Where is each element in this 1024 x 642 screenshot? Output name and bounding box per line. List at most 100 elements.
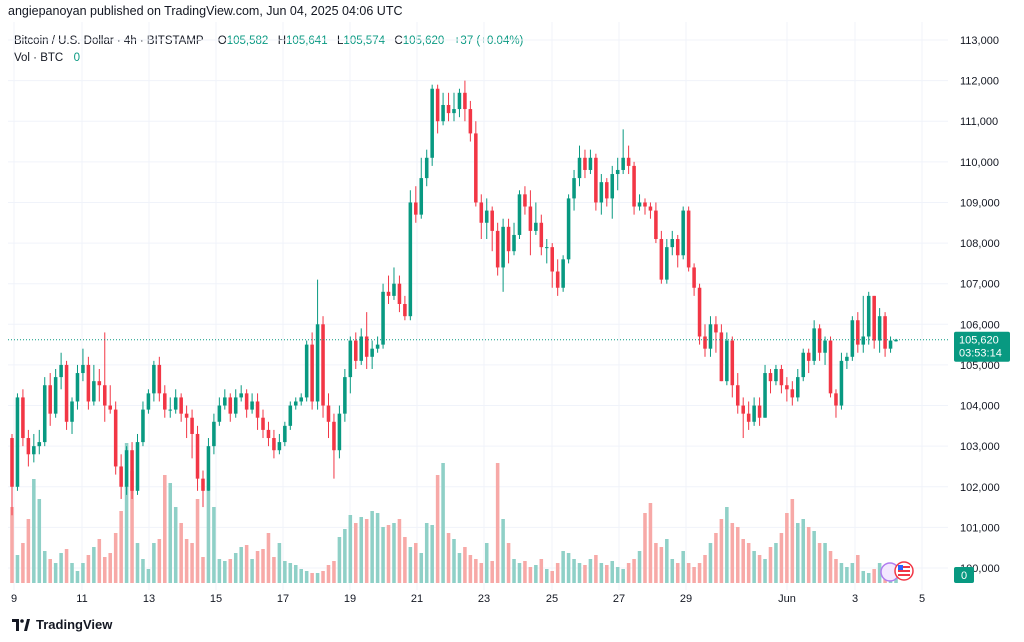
candle-body (479, 202, 484, 223)
volume-bar (856, 555, 860, 583)
volume-bar (10, 507, 14, 583)
volume-bar (834, 559, 838, 583)
symbol-title[interactable]: Bitcoin / U.S. Dollar · 4h · BITSTAMP (14, 35, 204, 47)
candle-body (512, 234, 516, 252)
volume-bar (501, 519, 505, 583)
candle-body (555, 271, 560, 288)
volume-bar (725, 507, 729, 583)
price-axis[interactable]: 100,000101,000102,000103,000104,000105,0… (960, 35, 1000, 575)
candle-body (59, 364, 63, 378)
volume-bar (430, 525, 434, 583)
candle-body (32, 446, 36, 455)
volume-bar (790, 499, 795, 583)
ohlc-row: Bitcoin / U.S. Dollar · 4h · BITSTAMP O1… (14, 33, 523, 50)
candle-body (48, 385, 52, 414)
volume-bar (506, 543, 511, 583)
candle-body (206, 446, 211, 491)
candle-body (757, 405, 762, 418)
volume-bar (523, 561, 527, 583)
time-axis[interactable]: 9 11 13 15 17 19 21 23 25 27 29 Jun 3 5 (11, 593, 925, 605)
volume-bar (92, 547, 96, 583)
volume-bar (566, 553, 571, 583)
y-tick-label: 102,000 (960, 482, 1000, 494)
open-value: 105,582 (226, 35, 269, 47)
low-value: 105,574 (343, 35, 385, 47)
volume-bar (719, 519, 724, 583)
candle-body (64, 364, 69, 422)
candle-body (239, 393, 243, 398)
candle-body (615, 169, 620, 175)
candle-body (97, 381, 102, 386)
volume-bar (632, 559, 636, 583)
candle-body (430, 88, 434, 158)
candle-body (81, 364, 85, 374)
candle-body (572, 178, 576, 199)
volume-bar (157, 539, 162, 583)
candle-body (108, 405, 112, 410)
high-value: 105,641 (286, 35, 328, 47)
candle-body (168, 409, 173, 411)
volume-bar (599, 563, 604, 583)
candle-body (768, 373, 773, 382)
candle-body (528, 206, 533, 231)
candle-body (381, 291, 385, 345)
volume-bar (703, 555, 707, 583)
volume-bar (228, 559, 233, 583)
volume-bar (212, 507, 216, 583)
volume-axis-tag-value: 0 (961, 570, 967, 582)
y-tick-label: 113,000 (960, 35, 999, 47)
volume-bar (217, 559, 222, 583)
candle-body (304, 344, 309, 398)
candle-body (495, 230, 500, 268)
volume-bar (583, 565, 587, 583)
volume-bar (419, 553, 424, 583)
candle-body (746, 413, 751, 422)
y-tick-label: 106,000 (960, 319, 1000, 331)
candle-body (883, 316, 887, 349)
volume-bar (75, 571, 80, 583)
volume-bar (299, 569, 303, 583)
x-tick-label: 11 (76, 593, 87, 605)
volume-bar (484, 543, 489, 583)
candle-body (463, 92, 467, 110)
y-tick-label: 112,000 (960, 76, 999, 88)
volume-bar (223, 561, 227, 583)
candle-body (888, 340, 893, 349)
volume-value: 0 (73, 52, 81, 64)
volume-bar (48, 559, 52, 583)
volume-bar (845, 567, 849, 583)
candle-body (474, 133, 478, 203)
volume-bar (283, 561, 287, 583)
candle-body (130, 450, 134, 491)
candle-body (310, 344, 314, 402)
candle-body (588, 157, 593, 170)
candle-body (441, 104, 445, 122)
candle-body (605, 182, 609, 199)
volume-bar (452, 539, 456, 583)
candle-body (195, 433, 200, 479)
candle-body (594, 157, 598, 203)
volume-bar (163, 475, 167, 583)
volume-bar (272, 557, 276, 583)
candle-body (261, 417, 265, 430)
candle-body (703, 336, 707, 349)
volume-bar (250, 559, 254, 583)
candle-body (583, 157, 587, 170)
candle-body (446, 104, 451, 114)
volume-bar (654, 543, 658, 583)
volume-bar (408, 547, 413, 583)
x-tick-label: Jun (778, 593, 796, 605)
volume-bar (463, 547, 467, 583)
candle-body (790, 389, 795, 398)
volume-bar (130, 471, 134, 583)
candle-body (414, 202, 418, 215)
volume-bar (26, 519, 31, 583)
volume-bar (168, 483, 173, 583)
candle-body (212, 421, 216, 447)
volume-bar (839, 563, 844, 583)
volume-bar (310, 573, 314, 583)
grid (8, 22, 948, 590)
candles (10, 80, 898, 516)
volume-label[interactable]: Vol · BTC (14, 52, 64, 64)
